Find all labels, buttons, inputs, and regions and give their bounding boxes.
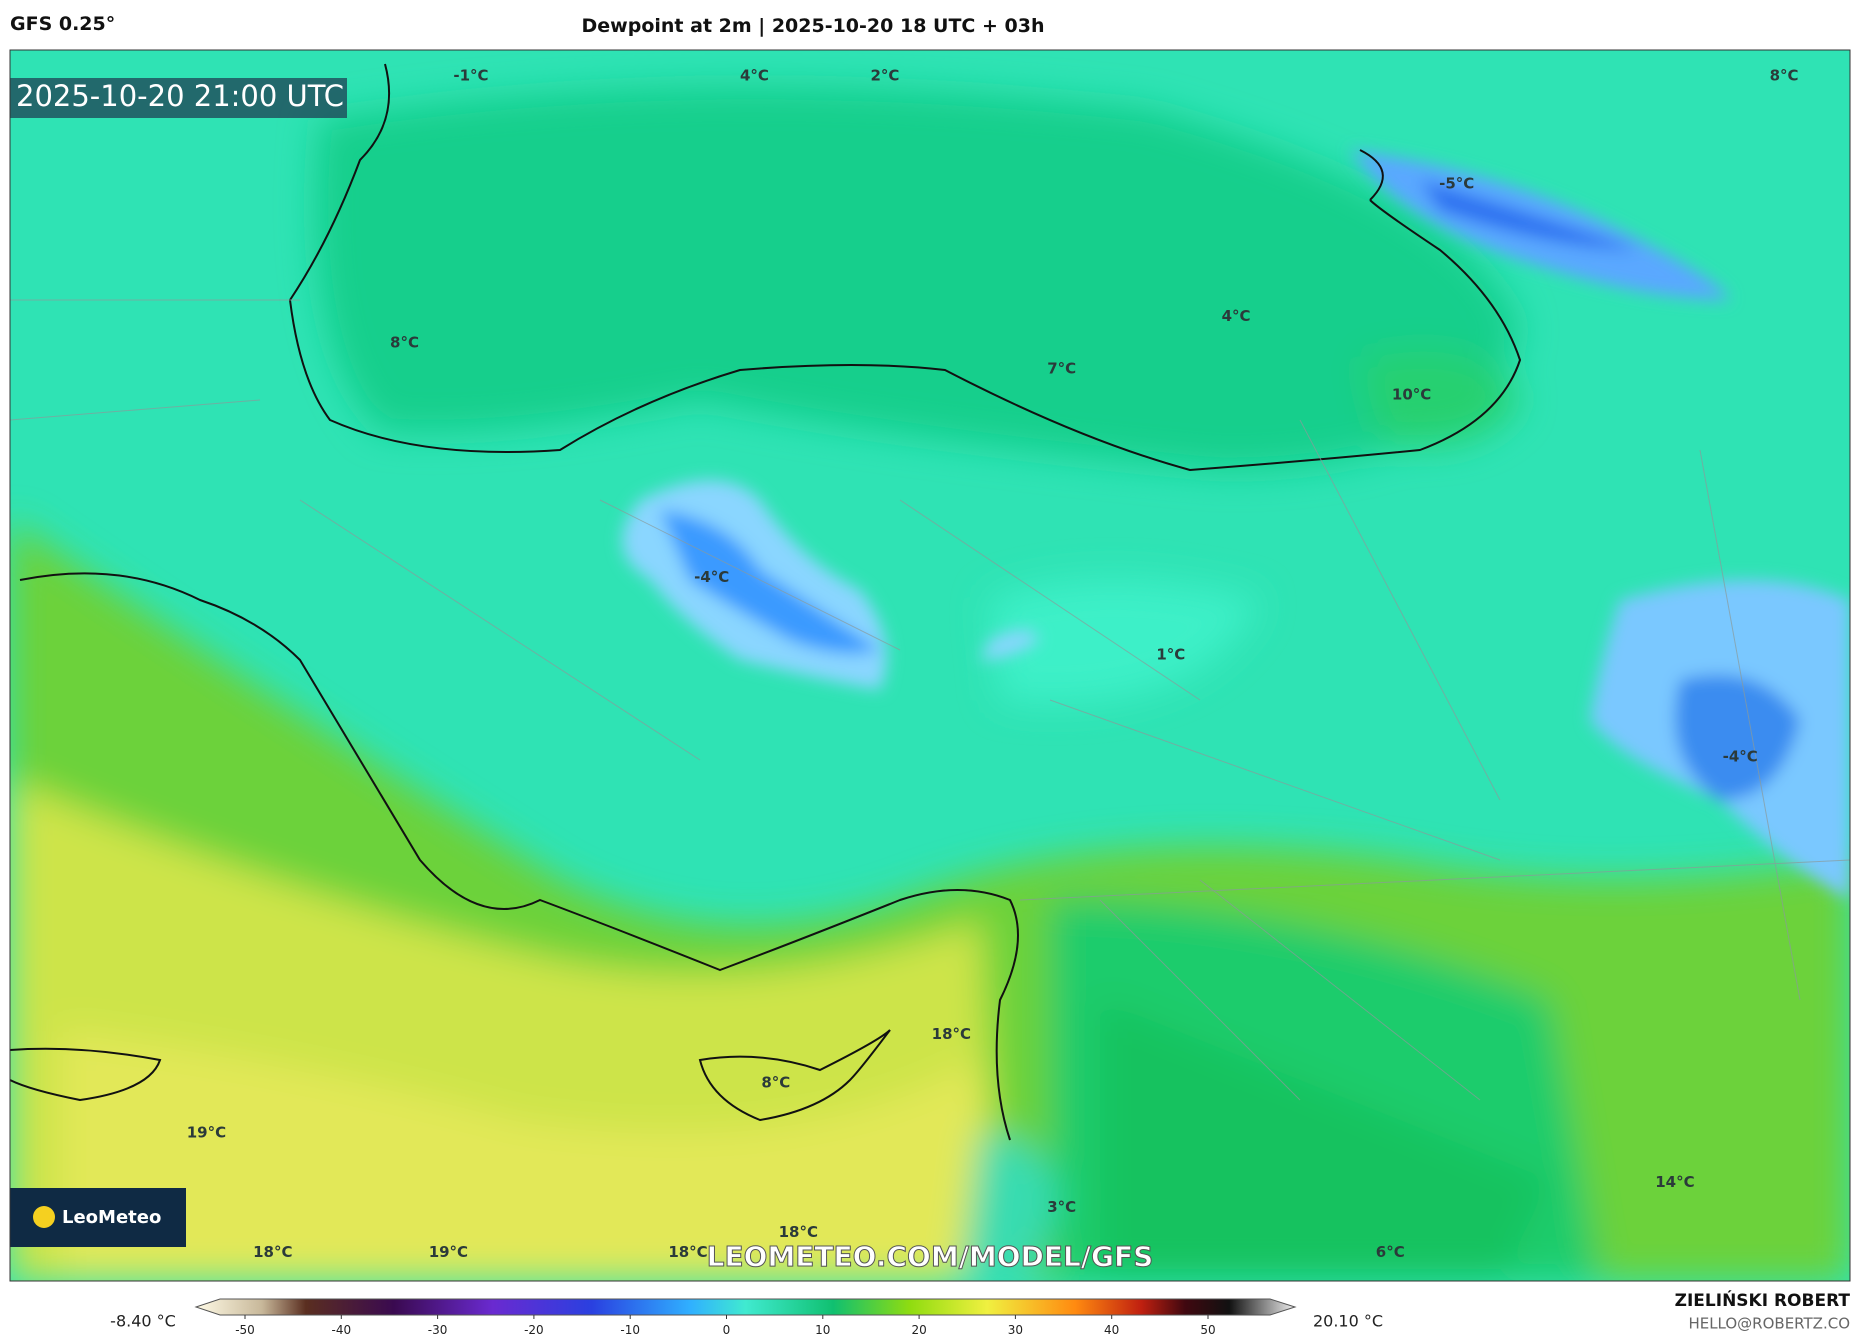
temperature-label: 2°C [870, 66, 899, 84]
temperature-label: 4°C [1222, 307, 1251, 325]
temperature-label: 1°C [1156, 645, 1185, 663]
model-name: GFS 0.25° [10, 13, 115, 35]
temperature-label: 19°C [429, 1243, 468, 1261]
temperature-label: 4°C [740, 66, 769, 84]
temperature-label: 18°C [779, 1223, 818, 1241]
colorbar-tick-label: 0 [723, 1323, 731, 1337]
temperature-label: 7°C [1047, 359, 1076, 377]
map: -1°C 4°C 2°C 8°C -5°C 4°C 8°C 7°C 10°C -4°C 1°C -4°… [10, 50, 1850, 1281]
temperature-label: 18°C [668, 1243, 707, 1261]
watermark: LEOMETEO.COM/MODEL/GFS [707, 1240, 1154, 1273]
temperature-label: -4°C [694, 568, 729, 586]
author: ZIELIŃSKI ROBERT [1675, 1289, 1851, 1311]
temperature-label: 18°C [932, 1025, 971, 1043]
colorbar-tick-label: -40 [331, 1323, 351, 1337]
temperature-label: 8°C [1770, 66, 1799, 84]
colorbar-tick-label: 20 [911, 1323, 926, 1337]
timestamp-box [10, 78, 347, 118]
colorbar-tick-label: -10 [620, 1323, 640, 1337]
colorbar-tick-label: -30 [428, 1323, 448, 1337]
colorbar-tick-label: -50 [235, 1323, 255, 1337]
temperature-label: -4°C [1723, 747, 1758, 765]
temperature-label: 14°C [1655, 1173, 1694, 1191]
temperature-label: 19°C [187, 1123, 226, 1141]
temperature-label: 3°C [1047, 1198, 1076, 1216]
logo-sun [33, 1206, 55, 1228]
borders [10, 299, 1850, 1101]
colorbar-tick-label: 50 [1200, 1323, 1215, 1337]
map-frame [9, 49, 1851, 1282]
logo-text: LeoMeteo [62, 1207, 161, 1228]
timestamp: 2025-10-20 21:00 UTC [16, 79, 344, 113]
temperature-label: 10°C [1392, 386, 1431, 404]
email: HELLO@ROBERTZ.CO [1688, 1315, 1850, 1333]
temperature-labels: -1°C 4°C 2°C 8°C -5°C 4°C 8°C 7°C 10°C -4°C 1°C -4°… [187, 66, 1799, 1261]
colorbar-ticks: -50 -40 -30 -20 -10 0 10 20 30 40 50 [235, 1315, 1216, 1337]
colorbar [194, 1298, 1297, 1316]
temperature-label: -1°C [453, 66, 488, 84]
temperature-label: 18°C [253, 1243, 292, 1261]
colorbar-min: -8.40 °C [110, 1312, 176, 1331]
map-title: Dewpoint at 2m | 2025-10-20 18 UTC + 03h [582, 15, 1045, 37]
colorbar-tick-label: -20 [524, 1323, 544, 1337]
colorbar-max: 20.10 °C [1313, 1312, 1383, 1331]
colorbar-tick-label: 40 [1104, 1323, 1119, 1337]
temperature-label: 8°C [390, 333, 419, 351]
colorbar-tick-label: 30 [1008, 1323, 1023, 1337]
colorbar-tick-label: 10 [815, 1323, 830, 1337]
temperature-label: 8°C [761, 1074, 790, 1092]
temperature-label: 6°C [1376, 1243, 1405, 1261]
temperature-label: -5°C [1439, 174, 1474, 192]
